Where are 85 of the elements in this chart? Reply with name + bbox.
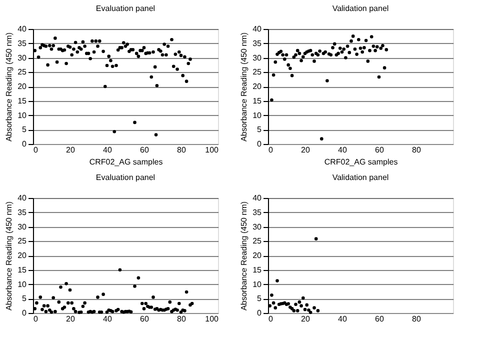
x-tick-label: 100 bbox=[205, 314, 220, 324]
y-tick-label: 10 bbox=[252, 280, 262, 289]
point bbox=[308, 310, 312, 314]
y-tick-label: 10 bbox=[18, 110, 28, 120]
y-tick-label: 5 bbox=[257, 294, 262, 304]
x-axis-title: CRF02_AG samples bbox=[89, 158, 163, 166]
chart-title: Evaluation panel bbox=[96, 4, 156, 13]
y-tick-label: 0 bbox=[257, 140, 262, 148]
point bbox=[314, 237, 318, 240]
point bbox=[276, 279, 279, 282]
y-axis-title: Absorbance Reading (450 nm) bbox=[240, 201, 249, 310]
y-tick-label: 40 bbox=[252, 194, 262, 202]
point bbox=[292, 309, 296, 312]
y-tick-label: 35 bbox=[252, 208, 262, 217]
chart-title: Validation panel bbox=[332, 173, 389, 182]
y-tick-label: 5 bbox=[257, 125, 262, 134]
point bbox=[272, 301, 276, 305]
point bbox=[301, 296, 305, 300]
point bbox=[305, 303, 309, 307]
point bbox=[312, 306, 316, 310]
y-tick-label: 25 bbox=[252, 236, 262, 246]
y-tick-label: 5 bbox=[22, 125, 28, 134]
y-tick-label: 30 bbox=[18, 53, 28, 62]
point bbox=[274, 306, 278, 310]
y-tick-label: 30 bbox=[252, 53, 262, 62]
y-tick-label: 5 bbox=[22, 294, 28, 304]
x-tick-label: 100 bbox=[205, 146, 220, 154]
y-tick-label: 30 bbox=[18, 222, 28, 232]
y-tick-label: 30 bbox=[252, 222, 262, 232]
y-tick-label: 15 bbox=[18, 265, 28, 274]
x-tick-label: 80 bbox=[177, 146, 186, 154]
x-tick-label: 40 bbox=[103, 146, 112, 154]
y-tick-label: 40 bbox=[18, 194, 28, 202]
x-tick-label: 20 bbox=[66, 146, 76, 154]
y-tick-label: 35 bbox=[18, 208, 28, 217]
y-axis-title: Absorbance Reading (450 nm) bbox=[4, 201, 14, 310]
y-tick-label: 20 bbox=[18, 82, 28, 91]
x-tick-label: 80 bbox=[177, 314, 186, 324]
x-tick-label: 60 bbox=[140, 146, 150, 154]
y-axis-title: Absorbance Reading (450 nm) bbox=[4, 32, 14, 142]
y-tick-label: 20 bbox=[18, 251, 28, 260]
x-tick-label: 40 bbox=[103, 314, 112, 324]
y-tick-label: 20 bbox=[252, 251, 262, 260]
y-tick-label: 35 bbox=[18, 38, 28, 48]
x-tick-label: 20 bbox=[301, 314, 310, 324]
x-tick-label: 80 bbox=[412, 146, 422, 154]
chart-title: Evaluation panel bbox=[96, 173, 156, 182]
x-axis-title: CRF02_AG samples bbox=[324, 158, 398, 166]
y-tick-label: 35 bbox=[252, 38, 262, 48]
point bbox=[296, 309, 300, 312]
point bbox=[307, 308, 310, 312]
y-axis-title: Absorbance Reading (450 nm) bbox=[240, 32, 249, 142]
y-tick-label: 0 bbox=[257, 308, 262, 318]
y-tick-label: 25 bbox=[18, 68, 28, 77]
y-tick-label: 15 bbox=[252, 96, 262, 106]
x-tick-label: 80 bbox=[412, 314, 422, 324]
point bbox=[316, 309, 320, 312]
point bbox=[294, 302, 298, 306]
y-tick-label: 40 bbox=[252, 24, 262, 34]
x-tick-label: 0 bbox=[268, 146, 274, 154]
chart-title: Validation panel bbox=[332, 4, 389, 13]
y-tick-label: 25 bbox=[18, 236, 28, 246]
x-tick-label: 60 bbox=[375, 314, 384, 324]
x-tick-label: 0 bbox=[34, 314, 38, 324]
x-tick-label: 60 bbox=[375, 146, 384, 154]
x-tick-label: 0 bbox=[34, 146, 38, 154]
point bbox=[303, 308, 307, 312]
y-tick-label: 40 bbox=[18, 24, 28, 34]
point bbox=[270, 294, 274, 297]
point bbox=[298, 300, 302, 304]
y-tick-label: 10 bbox=[252, 110, 262, 120]
x-tick-label: 60 bbox=[140, 314, 150, 324]
x-tick-label: 40 bbox=[338, 146, 348, 154]
x-tick-label: 0 bbox=[268, 314, 274, 324]
point bbox=[300, 304, 303, 308]
y-tick-label: 20 bbox=[252, 82, 262, 91]
y-tick-label: 0 bbox=[22, 140, 28, 148]
x-tick-label: 40 bbox=[338, 314, 348, 324]
y-tick-label: 25 bbox=[252, 68, 262, 77]
y-tick-label: 15 bbox=[18, 96, 28, 106]
x-tick-label: 20 bbox=[301, 146, 310, 154]
x-tick-label: 20 bbox=[66, 314, 76, 324]
y-tick-label: 0 bbox=[22, 308, 28, 318]
y-tick-label: 15 bbox=[252, 265, 262, 274]
y-tick-label: 10 bbox=[18, 280, 28, 289]
